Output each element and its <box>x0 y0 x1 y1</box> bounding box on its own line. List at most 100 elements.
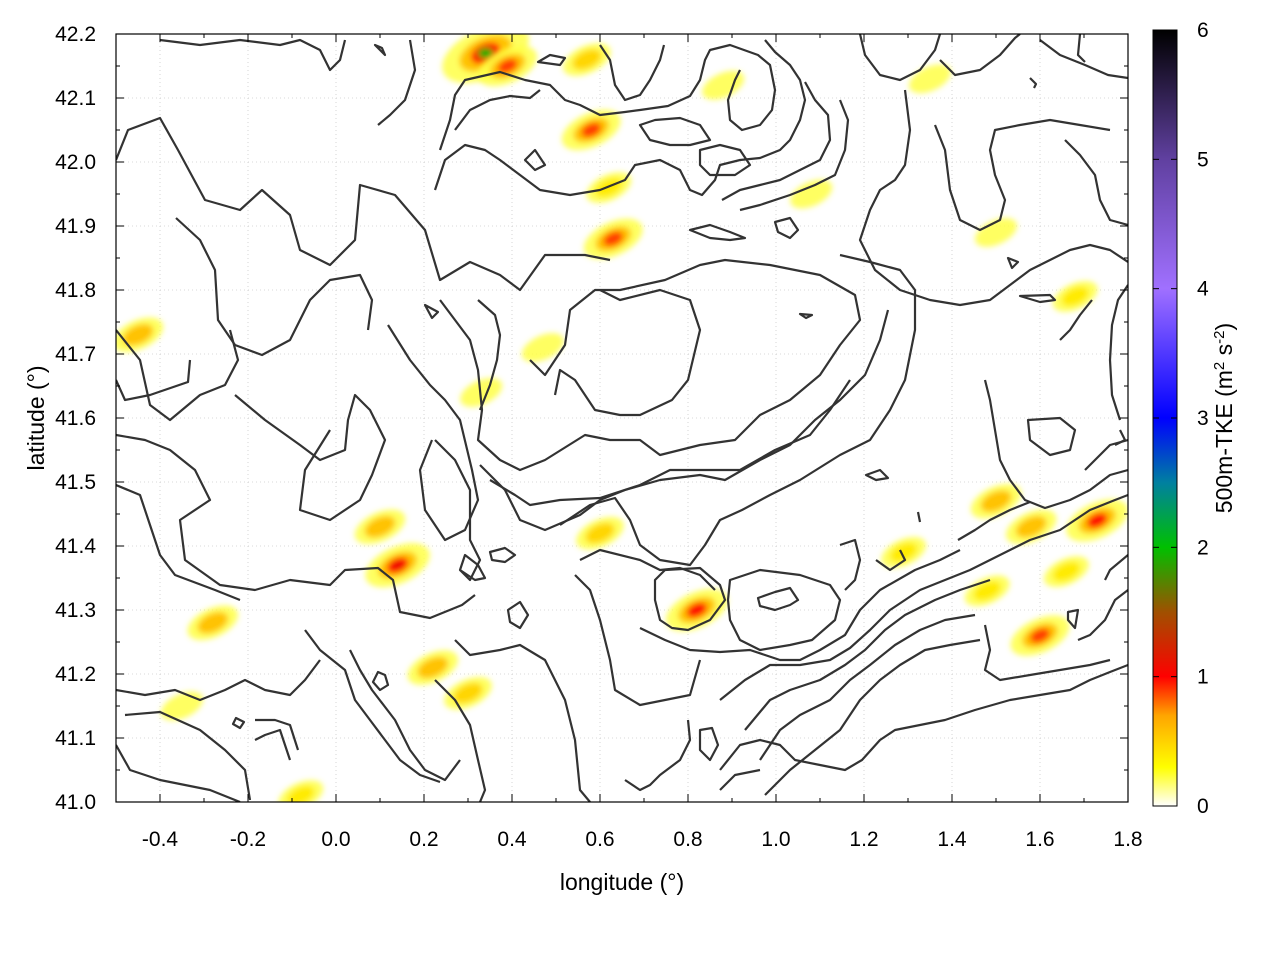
y-tick-label: 41.8 <box>55 279 96 302</box>
tke-hotspot <box>442 34 530 84</box>
contour-line <box>231 716 246 730</box>
y-tick-label: 41.3 <box>55 599 96 622</box>
contour-line <box>719 768 761 791</box>
contour-line <box>1066 608 1080 630</box>
contour-line <box>1059 299 1093 341</box>
tke-hotspot <box>1043 556 1089 588</box>
contour-line <box>559 253 917 567</box>
contour-line <box>116 329 240 422</box>
x-tick-label: -0.2 <box>230 828 266 851</box>
contour-line <box>488 546 517 564</box>
colorbar-tick-label: 6 <box>1197 19 1209 42</box>
x-tick-label: 0.2 <box>409 828 438 851</box>
y-tick-label: 41.4 <box>55 535 96 558</box>
contour-line <box>798 312 814 320</box>
contour-line <box>864 468 890 482</box>
y-tick-label: 41.9 <box>55 215 96 238</box>
contour-line <box>373 43 387 57</box>
tke-hotspot <box>562 43 611 76</box>
tke-hotspot <box>521 333 564 363</box>
contour-line <box>1006 256 1020 270</box>
x-axis: -0.4 -0.2 0.0 0.2 0.4 0.6 0.8 1.0 1.2 1.4 1.6 1.8 <box>115 34 1143 851</box>
contour-line <box>433 39 807 197</box>
y-axis-label: latitude (°) <box>23 365 49 470</box>
contour-line <box>434 439 482 582</box>
contour-line <box>116 659 321 702</box>
contour-line <box>744 578 991 731</box>
tke-hotspot <box>278 780 324 802</box>
contour-line <box>479 309 890 532</box>
contour-line <box>858 89 1128 307</box>
tke-hotspot <box>354 509 406 545</box>
colorbar-label: 500m-TKE (m2 s-2) <box>1211 323 1237 513</box>
tke-hotspot <box>407 650 459 685</box>
contour-line <box>739 99 850 212</box>
contour-line <box>916 511 922 523</box>
contour-line <box>579 548 716 591</box>
colorbar-tick-label: 3 <box>1197 407 1209 430</box>
x-tick-label: 0.8 <box>673 828 702 851</box>
x-tick-label: 1.6 <box>1025 828 1054 851</box>
tke-hotspot <box>908 64 952 94</box>
contour-line <box>477 299 502 411</box>
contour-line <box>116 116 611 292</box>
colorbar-tick-label: 4 <box>1197 278 1209 301</box>
tke-hotspot <box>1066 499 1128 542</box>
contour-line <box>839 538 862 591</box>
tke-hotspot <box>187 605 239 641</box>
contour-line <box>983 624 1111 682</box>
terrain-contours <box>116 34 1128 802</box>
contour-line <box>1104 554 1128 581</box>
x-axis-label: longitude (°) <box>560 869 684 895</box>
contour-line <box>726 568 842 652</box>
colorbar-tick-label: 0 <box>1197 795 1209 818</box>
contour-line <box>1064 139 1128 227</box>
y-tick-label: 41.1 <box>55 727 96 750</box>
contour-line <box>536 53 567 67</box>
contour-line <box>638 116 712 147</box>
contour-line <box>858 34 942 82</box>
contour-line <box>1029 77 1038 89</box>
contour-line <box>939 34 1021 77</box>
contour-line <box>698 143 752 177</box>
tke-hotspot <box>702 70 745 100</box>
contour-line <box>721 81 832 201</box>
contour-line <box>1076 34 1086 63</box>
contour-line <box>599 44 666 102</box>
contour-line <box>1108 284 1128 421</box>
tke-hotspot <box>576 516 624 550</box>
contour-line <box>933 118 1111 232</box>
contour-line <box>688 223 747 242</box>
contour-line <box>304 629 441 784</box>
contour-line <box>254 728 292 761</box>
tke-hotspot <box>160 691 204 721</box>
x-tick-label: 1.8 <box>1113 828 1142 851</box>
contour-line <box>506 600 530 630</box>
contour-line <box>1039 39 1128 80</box>
tke-hotspot <box>881 536 927 568</box>
contour-line <box>159 38 347 72</box>
y-tick-label: 41.5 <box>55 471 96 494</box>
contour-line <box>764 638 981 796</box>
contour-line <box>458 553 487 582</box>
x-tick-label: 0.6 <box>585 828 614 851</box>
contour-line <box>116 483 241 602</box>
x-tick-label: 1.2 <box>849 828 878 851</box>
contour-line <box>434 679 487 802</box>
x-tick-label: 1.0 <box>761 828 790 851</box>
x-tick-label: 1.4 <box>937 828 967 851</box>
tke-hotspot <box>964 575 1010 607</box>
contour-line <box>639 549 961 662</box>
contour-line <box>756 586 800 612</box>
contour-line <box>175 217 374 357</box>
x-tick-label: 0.4 <box>497 828 527 851</box>
contour-line <box>387 324 480 542</box>
tke-hotspot <box>665 588 728 632</box>
contour-line <box>719 663 1128 772</box>
contour-line <box>983 379 1128 510</box>
contour-line <box>653 566 727 632</box>
contour-line <box>116 744 241 802</box>
tke-hotspot <box>365 543 430 588</box>
contour-line <box>454 639 591 802</box>
x-tick-label: 0.0 <box>321 828 350 851</box>
